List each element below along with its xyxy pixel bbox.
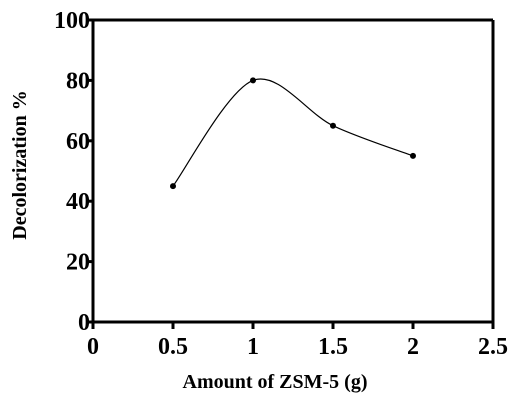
ticks: 0 0.5 1 1.5 2 2.5 0 20 40 60 80 100 [54,8,508,360]
y-axis-title: Decolorization % [9,90,31,239]
data-point [330,122,336,129]
data-point [170,183,176,190]
y-tick-label: 0 [78,310,90,336]
axes [91,18,495,324]
y-tick-label: 60 [66,129,90,155]
x-tick-label: 0 [87,334,99,360]
y-tick-label: 40 [66,189,90,215]
y-tick-label: 100 [54,8,90,34]
series [170,77,416,190]
x-axis-title: Amount of ZSM-5 (g) [183,371,368,393]
y-tick-label: 80 [66,68,90,94]
series-line [172,78,414,187]
x-tick-label: 2 [407,334,419,360]
x-tick-label: 2.5 [478,334,508,360]
x-tick-label: 1.5 [318,334,348,360]
data-point [250,77,256,84]
x-tick-label: 1 [247,334,259,360]
y-tick-label: 20 [66,250,90,276]
data-point [410,152,416,159]
x-tick-label: 0.5 [158,334,188,360]
